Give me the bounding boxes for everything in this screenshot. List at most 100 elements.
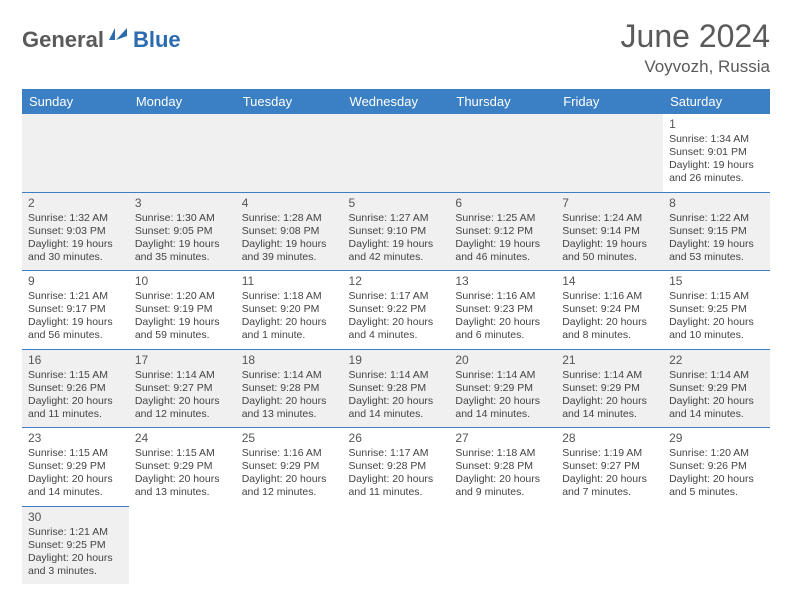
calendar-cell: 27Sunrise: 1:18 AMSunset: 9:28 PMDayligh… [449,428,556,507]
sunset-text: Sunset: 9:27 PM [135,382,230,395]
calendar-cell [129,506,236,584]
calendar-cell: 10Sunrise: 1:20 AMSunset: 9:19 PMDayligh… [129,271,236,350]
calendar-row: 1Sunrise: 1:34 AMSunset: 9:01 PMDaylight… [22,114,770,192]
daylight-text: Daylight: 20 hours and 6 minutes. [455,316,550,342]
calendar-cell [22,114,129,192]
sunset-text: Sunset: 9:24 PM [562,303,657,316]
header-wednesday: Wednesday [343,89,450,114]
calendar-cell: 14Sunrise: 1:16 AMSunset: 9:24 PMDayligh… [556,271,663,350]
sunset-text: Sunset: 9:12 PM [455,225,550,238]
daylight-text: Daylight: 20 hours and 14 minutes. [455,395,550,421]
sunrise-text: Sunrise: 1:15 AM [669,290,764,303]
day-number: 30 [28,510,123,525]
sunrise-text: Sunrise: 1:28 AM [242,212,337,225]
header-tuesday: Tuesday [236,89,343,114]
sunrise-text: Sunrise: 1:14 AM [562,369,657,382]
sunset-text: Sunset: 9:28 PM [455,460,550,473]
calendar-cell [556,506,663,584]
sunset-text: Sunset: 9:10 PM [349,225,444,238]
calendar-cell: 16Sunrise: 1:15 AMSunset: 9:26 PMDayligh… [22,349,129,428]
day-number: 7 [562,196,657,211]
calendar-cell [343,506,450,584]
logo-text-general: General [22,27,104,53]
daylight-text: Daylight: 20 hours and 8 minutes. [562,316,657,342]
calendar-cell: 26Sunrise: 1:17 AMSunset: 9:28 PMDayligh… [343,428,450,507]
daylight-text: Daylight: 20 hours and 14 minutes. [669,395,764,421]
sunset-text: Sunset: 9:28 PM [349,382,444,395]
sunrise-text: Sunrise: 1:14 AM [669,369,764,382]
day-number: 1 [669,117,764,132]
day-number: 3 [135,196,230,211]
header-saturday: Saturday [663,89,770,114]
calendar-cell: 1Sunrise: 1:34 AMSunset: 9:01 PMDaylight… [663,114,770,192]
calendar-body: 1Sunrise: 1:34 AMSunset: 9:01 PMDaylight… [22,114,770,584]
day-number: 28 [562,431,657,446]
flag-icon [109,26,131,47]
day-number: 29 [669,431,764,446]
sunrise-text: Sunrise: 1:18 AM [455,447,550,460]
day-number: 19 [349,353,444,368]
calendar-cell: 12Sunrise: 1:17 AMSunset: 9:22 PMDayligh… [343,271,450,350]
daylight-text: Daylight: 20 hours and 14 minutes. [349,395,444,421]
daylight-text: Daylight: 19 hours and 42 minutes. [349,238,444,264]
day-number: 20 [455,353,550,368]
calendar-cell: 20Sunrise: 1:14 AMSunset: 9:29 PMDayligh… [449,349,556,428]
month-title: June 2024 [621,18,770,55]
sunset-text: Sunset: 9:08 PM [242,225,337,238]
sunset-text: Sunset: 9:26 PM [28,382,123,395]
calendar-row: 9Sunrise: 1:21 AMSunset: 9:17 PMDaylight… [22,271,770,350]
daylight-text: Daylight: 20 hours and 7 minutes. [562,473,657,499]
daylight-text: Daylight: 19 hours and 39 minutes. [242,238,337,264]
weekday-header-row: Sunday Monday Tuesday Wednesday Thursday… [22,89,770,114]
sunset-text: Sunset: 9:03 PM [28,225,123,238]
daylight-text: Daylight: 20 hours and 14 minutes. [562,395,657,421]
calendar-cell [236,114,343,192]
calendar-cell: 13Sunrise: 1:16 AMSunset: 9:23 PMDayligh… [449,271,556,350]
calendar-cell: 23Sunrise: 1:15 AMSunset: 9:29 PMDayligh… [22,428,129,507]
daylight-text: Daylight: 20 hours and 12 minutes. [135,395,230,421]
calendar-cell: 17Sunrise: 1:14 AMSunset: 9:27 PMDayligh… [129,349,236,428]
calendar-cell: 4Sunrise: 1:28 AMSunset: 9:08 PMDaylight… [236,192,343,271]
calendar-cell: 8Sunrise: 1:22 AMSunset: 9:15 PMDaylight… [663,192,770,271]
day-number: 22 [669,353,764,368]
logo: General Blue [22,26,181,53]
calendar-cell: 28Sunrise: 1:19 AMSunset: 9:27 PMDayligh… [556,428,663,507]
sunset-text: Sunset: 9:23 PM [455,303,550,316]
daylight-text: Daylight: 20 hours and 4 minutes. [349,316,444,342]
calendar-cell: 15Sunrise: 1:15 AMSunset: 9:25 PMDayligh… [663,271,770,350]
daylight-text: Daylight: 20 hours and 10 minutes. [669,316,764,342]
sunset-text: Sunset: 9:22 PM [349,303,444,316]
calendar-cell: 9Sunrise: 1:21 AMSunset: 9:17 PMDaylight… [22,271,129,350]
sunset-text: Sunset: 9:20 PM [242,303,337,316]
sunset-text: Sunset: 9:19 PM [135,303,230,316]
sunset-text: Sunset: 9:28 PM [242,382,337,395]
day-number: 9 [28,274,123,289]
sunset-text: Sunset: 9:17 PM [28,303,123,316]
daylight-text: Daylight: 20 hours and 5 minutes. [669,473,764,499]
calendar-cell [663,506,770,584]
sunset-text: Sunset: 9:01 PM [669,146,764,159]
sunrise-text: Sunrise: 1:20 AM [135,290,230,303]
sunset-text: Sunset: 9:28 PM [349,460,444,473]
sunset-text: Sunset: 9:15 PM [669,225,764,238]
daylight-text: Daylight: 20 hours and 11 minutes. [28,395,123,421]
sunset-text: Sunset: 9:29 PM [242,460,337,473]
day-number: 27 [455,431,550,446]
day-number: 2 [28,196,123,211]
sunrise-text: Sunrise: 1:17 AM [349,447,444,460]
calendar-cell: 18Sunrise: 1:14 AMSunset: 9:28 PMDayligh… [236,349,343,428]
sunset-text: Sunset: 9:26 PM [669,460,764,473]
daylight-text: Daylight: 19 hours and 56 minutes. [28,316,123,342]
sunset-text: Sunset: 9:29 PM [455,382,550,395]
day-number: 5 [349,196,444,211]
calendar-cell [236,506,343,584]
daylight-text: Daylight: 19 hours and 30 minutes. [28,238,123,264]
day-number: 11 [242,274,337,289]
calendar-cell: 30Sunrise: 1:21 AMSunset: 9:25 PMDayligh… [22,506,129,584]
calendar-table: Sunday Monday Tuesday Wednesday Thursday… [22,89,770,584]
calendar-cell [449,506,556,584]
day-number: 14 [562,274,657,289]
sunrise-text: Sunrise: 1:25 AM [455,212,550,225]
sunrise-text: Sunrise: 1:16 AM [455,290,550,303]
day-number: 4 [242,196,337,211]
